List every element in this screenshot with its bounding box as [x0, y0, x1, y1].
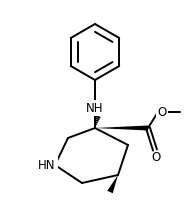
Polygon shape [95, 126, 148, 130]
Text: NH: NH [86, 101, 104, 114]
Text: O: O [151, 151, 161, 164]
Text: O: O [157, 105, 167, 118]
Text: HN: HN [38, 159, 56, 172]
Polygon shape [107, 175, 118, 193]
